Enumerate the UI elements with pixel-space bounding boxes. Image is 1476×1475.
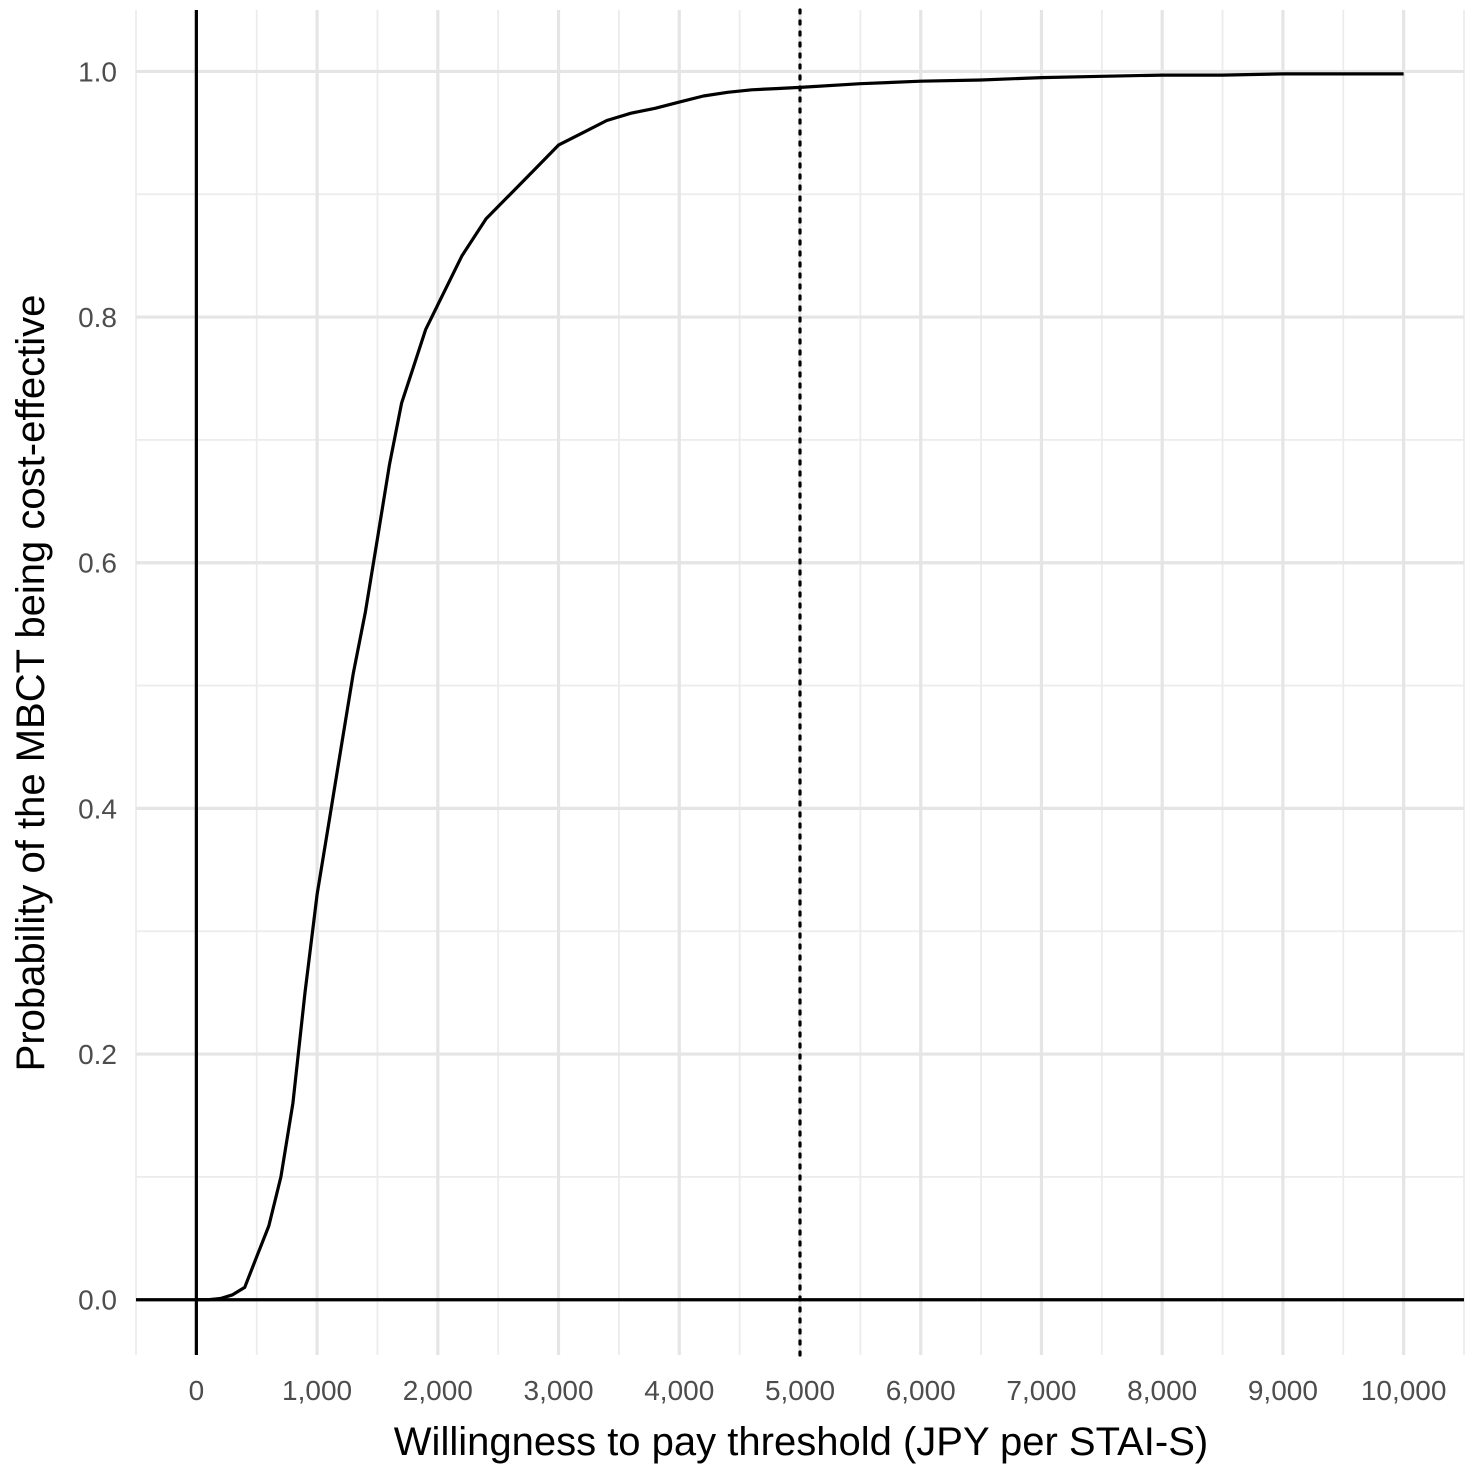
x-axis-title: Willingness to pay threshold (JPY per ST… (394, 1420, 1208, 1464)
x-tick-label: 2,000 (403, 1375, 473, 1406)
x-tick-labels: 0 1,000 2,000 3,000 4,000 5,000 6,000 7,000 8,00… (189, 1375, 1447, 1406)
x-tick-label: 6,000 (886, 1375, 956, 1406)
x-tick-label: 9,000 (1248, 1375, 1318, 1406)
y-axis-title: Probability of the MBCT being cost-effec… (9, 295, 53, 1072)
x-tick-label: 3,000 (524, 1375, 594, 1406)
series-layer (196, 72, 1404, 1302)
y-tick-label: 0.2 (78, 1039, 117, 1070)
x-tick-label: 1,000 (282, 1375, 352, 1406)
x-tick-label: 10,000 (1361, 1375, 1447, 1406)
y-tick-labels: 0.0 0.2 0.4 0.6 0.8 1.0 (78, 56, 117, 1315)
x-tick-label: 7,000 (1006, 1375, 1076, 1406)
y-tick-label: 0.6 (78, 548, 117, 579)
x-tick-label: 4,000 (644, 1375, 714, 1406)
y-tick-label: 0.4 (78, 793, 117, 824)
y-tick-label: 1.0 (78, 56, 117, 87)
y-tick-label: 0.8 (78, 302, 117, 333)
ceac-curve (196, 72, 1404, 1302)
y-tick-label: 0.0 (78, 1285, 117, 1316)
reference-lines (136, 8, 1464, 1357)
x-tick-label: 5,000 (765, 1375, 835, 1406)
x-tick-label: 0 (189, 1375, 205, 1406)
x-tick-label: 8,000 (1127, 1375, 1197, 1406)
